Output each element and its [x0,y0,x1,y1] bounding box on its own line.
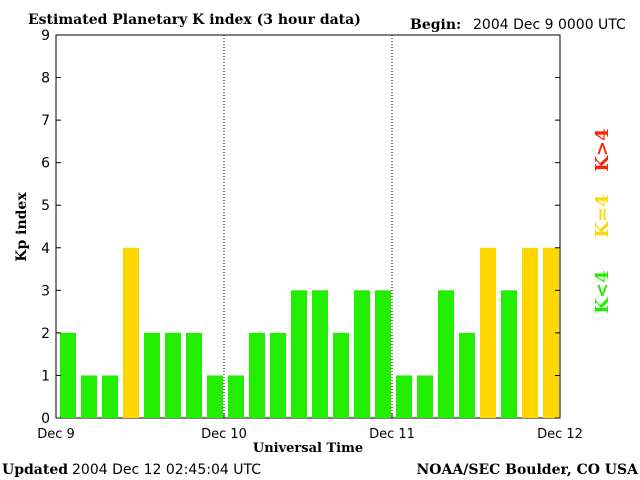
kp-bar [480,247,496,418]
bar-series [60,247,559,418]
y-tick-label: 3 [41,283,50,299]
kp-bar [417,375,433,418]
kp-bar [291,290,307,418]
y-tick-label: 8 [41,71,50,87]
x-axis-label: Universal Time [253,441,363,456]
y-tick-label: 5 [41,198,50,214]
kp-bar [81,375,97,418]
plot-area [55,34,561,419]
y-tick-label: 0 [41,411,50,427]
kp-bar [312,290,328,418]
kp-bar [228,375,244,418]
y-tick-label: 9 [41,28,50,44]
x-tick-label: Dec 10 [201,427,247,442]
legend-below: K<4 [592,270,613,313]
x-tick-label: Dec 12 [537,427,583,442]
kp-bar [144,332,160,418]
x-tick-label: Dec 9 [37,427,75,442]
updated-value: 2004 Dec 12 02:45:04 UTC [72,462,261,478]
x-tick-label: Dec 11 [369,427,415,442]
kp-bar [207,375,223,418]
begin-value: 2004 Dec 9 0000 UTC [473,17,626,33]
kp-bar [186,332,202,418]
kp-bar [354,290,370,418]
plot-frame [55,34,561,419]
kp-bar [249,332,265,418]
y-tick-label: 4 [41,241,50,257]
y-axis: 0 1 2 3 4 5 6 7 8 9 [41,28,560,427]
begin-label: Begin: [410,17,461,33]
y-tick-label: 6 [41,156,50,172]
kp-bar [123,247,139,418]
kp-bar [522,247,538,418]
kp-bar [501,290,517,418]
x-axis: Dec 9 Dec 10 Dec 11 Dec 12 [37,413,583,442]
kp-bar [375,290,391,418]
kp-bar [459,332,475,418]
kp-bar [270,332,286,418]
legend-above: K>4 [592,128,613,171]
updated-label: Updated [2,462,68,478]
kp-bar [165,332,181,418]
y-axis-label: Kp index [14,192,30,262]
chart-title: Estimated Planetary K index (3 hour data… [28,12,361,28]
kp-bar [438,290,454,418]
y-tick-label: 1 [41,368,50,384]
credit-text: NOAA/SEC Boulder, CO USA [417,462,640,478]
y-tick-label: 7 [41,113,50,129]
kp-bar [333,332,349,418]
legend-equal: K=4 [592,194,613,237]
y-tick-label: 2 [41,326,50,342]
kp-bar [60,332,76,418]
kp-bar [102,375,118,418]
kp-bar [396,375,412,418]
